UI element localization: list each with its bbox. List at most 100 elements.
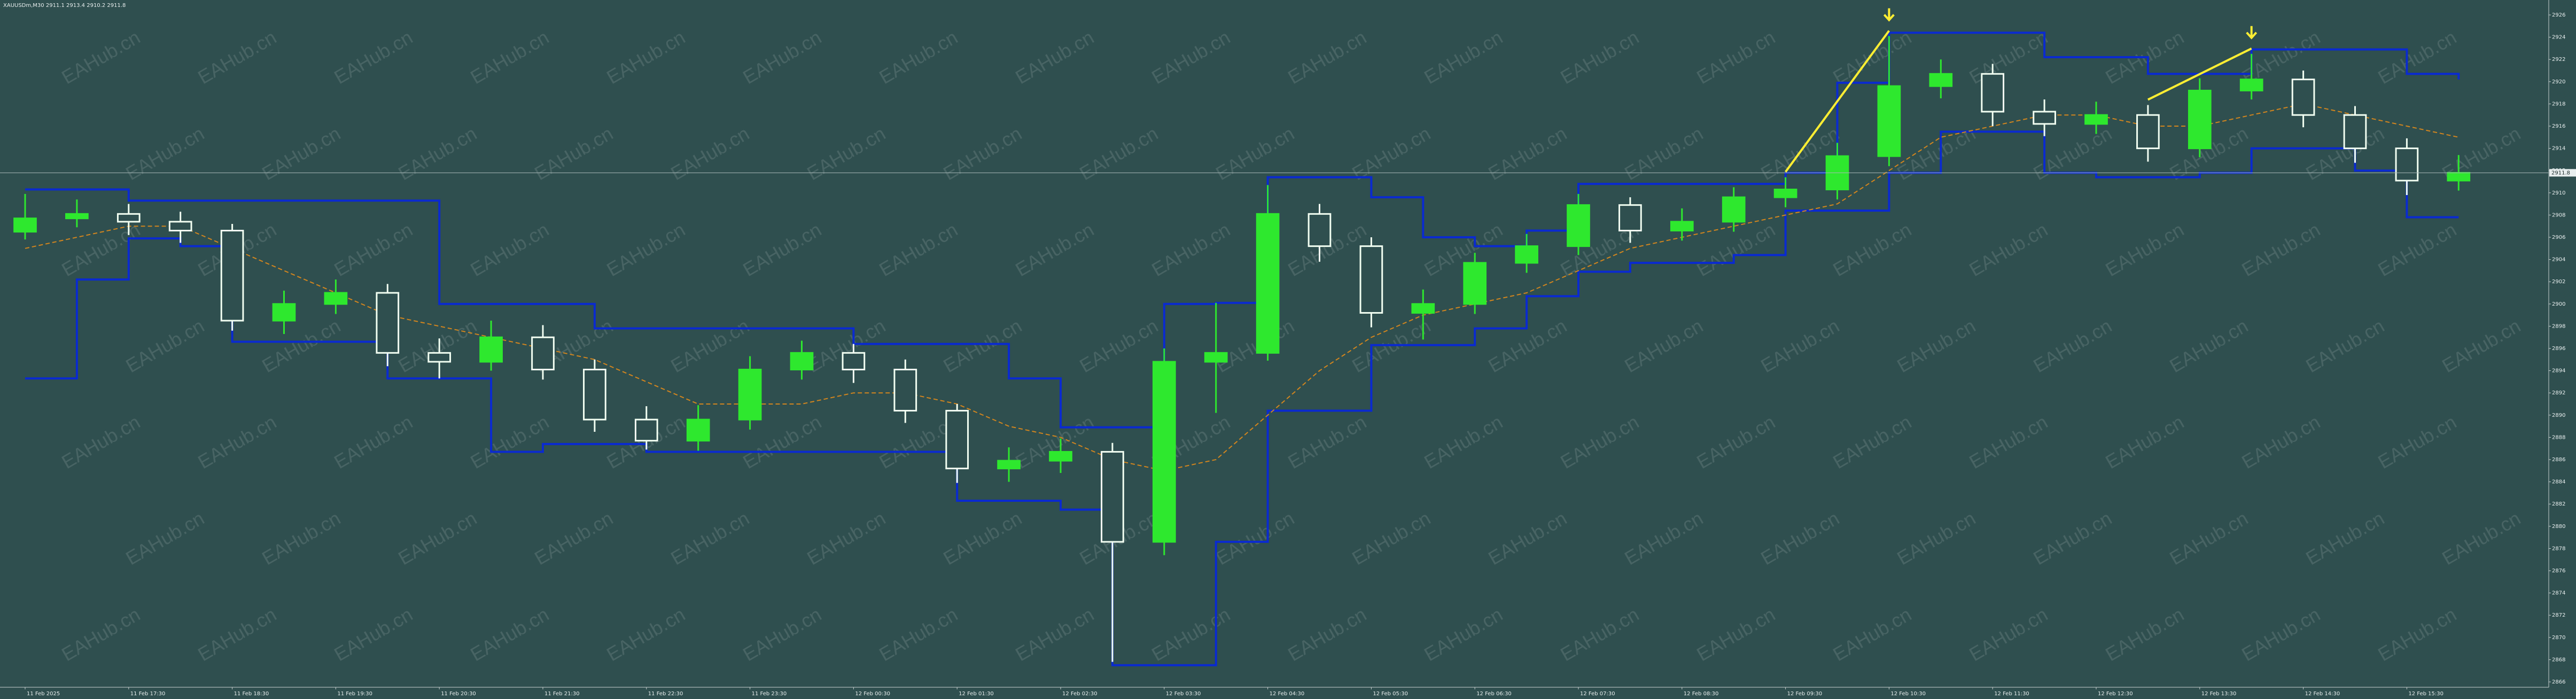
y-tick-label: 2866 <box>2552 679 2565 685</box>
y-tick-label: 2922 <box>2552 57 2565 63</box>
x-tick-label: 12 Feb 11:30 <box>1994 691 2029 697</box>
y-tick-label: 2904 <box>2552 257 2565 263</box>
candle-body <box>1981 73 2005 113</box>
y-tick-label: 2876 <box>2552 568 2565 574</box>
y-tick-label: 2910 <box>2552 190 2565 196</box>
y-tick-label: 2914 <box>2552 146 2565 152</box>
x-tick-label: 12 Feb 02:30 <box>1062 691 1098 697</box>
y-tick-label: 2894 <box>2552 368 2565 374</box>
candle-body <box>479 336 503 363</box>
candle-body <box>634 418 658 442</box>
y-tick-label: 2916 <box>2552 123 2565 129</box>
candle-body <box>1204 352 1228 363</box>
x-tick-label: 12 Feb 09:30 <box>1787 691 1823 697</box>
x-tick-label: 12 Feb 07:30 <box>1580 691 1615 697</box>
candle-body <box>1929 73 1953 87</box>
y-tick-label: 2874 <box>2552 591 2565 596</box>
y-tick-label: 2902 <box>2552 279 2565 285</box>
price-label-box <box>2549 169 2576 177</box>
candle-body <box>168 221 192 232</box>
y-tick-label: 2878 <box>2552 546 2565 552</box>
x-tick-label: 12 Feb 12:30 <box>2098 691 2133 697</box>
y-tick-label: 2892 <box>2552 390 2565 396</box>
candle-body <box>220 230 244 322</box>
candle-body <box>1308 213 1332 247</box>
candle-body <box>2033 111 2056 125</box>
y-tick-label: 2906 <box>2552 235 2565 240</box>
y-tick-label: 2908 <box>2552 212 2565 218</box>
candle-body <box>893 369 917 411</box>
y-tick-label: 2920 <box>2552 79 2565 85</box>
candle-body <box>1411 303 1435 314</box>
channel-line <box>25 32 2460 429</box>
y-tick-label: 2926 <box>2552 12 2565 18</box>
trend-line <box>1784 30 1890 173</box>
x-tick-label: 12 Feb 05:30 <box>1373 691 1408 697</box>
candle-body <box>2291 79 2315 116</box>
candle-body <box>116 213 141 223</box>
y-tick-label: 2896 <box>2552 346 2565 352</box>
candle-body <box>1152 361 1176 543</box>
candle-body <box>65 213 89 220</box>
y-tick-label: 2868 <box>2552 657 2565 663</box>
x-tick-label: 11 Feb 18:30 <box>234 691 269 697</box>
candle-body <box>2188 89 2212 150</box>
x-tick-label: 12 Feb 13:30 <box>2201 691 2237 697</box>
x-tick-label: 12 Feb 01:30 <box>959 691 994 697</box>
y-tick-label: 2900 <box>2552 301 2565 307</box>
x-tick-label: 11 Feb 2025 <box>27 691 60 697</box>
x-tick-label: 11 Feb 17:30 <box>130 691 166 697</box>
candle-body <box>738 369 762 421</box>
x-tick-label: 12 Feb 04:30 <box>1270 691 1305 697</box>
last-high: 2913.4 <box>66 3 85 9</box>
y-tick-label: 2880 <box>2552 524 2565 530</box>
price-label: 2911.8 <box>2551 170 2570 176</box>
candle-body <box>1670 221 1694 232</box>
x-tick-label: 11 Feb 22:30 <box>648 691 683 697</box>
candle-body <box>427 352 452 363</box>
x-tick-label: 12 Feb 00:30 <box>855 691 890 697</box>
trend-line <box>2147 48 2252 101</box>
candle-body <box>583 369 606 421</box>
candle-body <box>376 292 400 354</box>
candle-body <box>272 303 296 322</box>
x-tick-label: 11 Feb 19:30 <box>337 691 372 697</box>
candle-body <box>1722 196 1746 223</box>
x-tick-label: 12 Feb 15:30 <box>2408 691 2443 697</box>
x-tick-label: 11 Feb 20:30 <box>441 691 476 697</box>
x-tick-label: 12 Feb 03:30 <box>1166 691 1201 697</box>
x-tick-label: 11 Feb 21:30 <box>544 691 580 697</box>
x-tick-label: 12 Feb 10:30 <box>1890 691 1926 697</box>
candle-body <box>1515 245 1538 264</box>
y-tick-label: 2882 <box>2552 501 2565 507</box>
y-tick-label: 2924 <box>2552 35 2565 41</box>
candle-body <box>790 352 814 371</box>
candle-body <box>1463 262 1487 305</box>
candle-body <box>2343 114 2367 150</box>
x-tick-label: 12 Feb 06:30 <box>1476 691 1512 697</box>
y-tick-label: 2890 <box>2552 413 2565 418</box>
candle-body <box>945 409 969 470</box>
candle-body <box>1567 204 1590 247</box>
y-tick-label: 2898 <box>2552 323 2565 329</box>
candle-body <box>1773 189 1797 198</box>
candle-body <box>1618 204 1642 232</box>
candle-body <box>2084 114 2108 125</box>
candle-body <box>1877 85 1901 157</box>
candle-body <box>2395 147 2419 182</box>
y-tick-label: 2870 <box>2552 635 2565 641</box>
candle-body <box>686 418 710 442</box>
y-tick-label: 2888 <box>2552 434 2565 440</box>
y-tick-label: 2918 <box>2552 101 2565 107</box>
x-tick-label: 12 Feb 14:30 <box>2305 691 2340 697</box>
candle-body <box>13 218 37 233</box>
candle-body <box>324 292 348 305</box>
candle-body <box>2239 79 2263 91</box>
candle-body <box>531 336 555 371</box>
last-close: 2911.8 <box>107 3 126 9</box>
candle-body <box>1359 245 1383 314</box>
chart-info: XAUUSDm,M30 2911.1 2913.4 2910.2 2911.8 <box>3 3 126 9</box>
candle-body <box>842 352 866 371</box>
candle-body <box>1049 451 1072 462</box>
